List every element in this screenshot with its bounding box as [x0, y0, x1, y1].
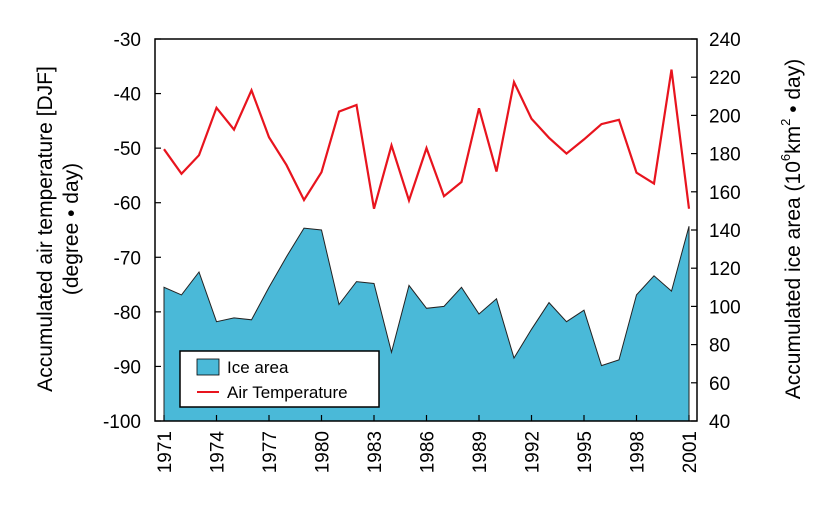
- x-tick-label: 1992: [523, 431, 544, 473]
- right-tick-label: 100: [709, 297, 741, 318]
- left-tick-label: -50: [114, 139, 141, 160]
- left-tick-label: -70: [114, 248, 141, 269]
- right-tick-label: 120: [709, 259, 741, 280]
- left-tick-label: -60: [114, 194, 141, 215]
- right-tick-label: 200: [709, 106, 741, 127]
- right-tick-label: 60: [709, 374, 730, 395]
- x-tick-label: 1971: [155, 431, 176, 473]
- legend-label-air-temperature: Air Temperature: [227, 383, 348, 402]
- right-axis-title-part2: km: [782, 126, 805, 154]
- x-tick-label: 1986: [418, 431, 439, 473]
- legend: Ice area Air Temperature: [179, 350, 380, 408]
- left-tick-label: -80: [114, 303, 141, 324]
- right-tick-label: 180: [709, 145, 741, 166]
- right-tick-label: 80: [709, 336, 730, 357]
- left-tick-label: -100: [103, 412, 141, 433]
- right-tick-label: 240: [709, 30, 741, 51]
- x-tick-label: 1998: [628, 431, 649, 473]
- legend-label-ice-area: Ice area: [227, 358, 289, 377]
- right-tick-label: 220: [709, 68, 741, 89]
- right-axis-title-sup1: 6: [778, 154, 793, 161]
- left-axis-title: Accumulated air temperature [DJF] (degre…: [34, 66, 83, 392]
- right-tick-label: 140: [709, 221, 741, 242]
- x-tick-label: 2001: [680, 431, 701, 473]
- right-axis-title-part3: • day): [782, 59, 805, 119]
- x-tick-label: 1980: [313, 431, 334, 473]
- air-temperature-series: [163, 69, 691, 209]
- right-tick-label: 40: [709, 412, 730, 433]
- left-tick-label: -40: [114, 85, 141, 106]
- right-tick-label: 160: [709, 183, 741, 204]
- left-tick-label: -30: [114, 30, 141, 51]
- right-axis-title-sup2: 2: [778, 119, 793, 126]
- legend-swatch-ice-area: [196, 358, 220, 376]
- x-tick-label: 1983: [365, 431, 386, 473]
- axis-ticks: -30-40-50-60-70-80-90-100240220200180160…: [103, 30, 741, 473]
- left-tick-label: -90: [114, 357, 141, 378]
- left-axis-title-line2: (degree • day): [60, 163, 83, 295]
- x-tick-label: 1995: [575, 431, 596, 473]
- left-axis-title-line1: Accumulated air temperature [DJF]: [34, 66, 57, 392]
- x-tick-label: 1989: [470, 431, 491, 473]
- right-axis-title-part1: Accumulated ice area (10: [782, 161, 805, 399]
- x-tick-label: 1977: [260, 431, 281, 473]
- right-axis-title: Accumulated ice area (106km2 • day): [778, 59, 805, 399]
- air-temperature-line: [163, 69, 691, 209]
- x-tick-label: 1974: [208, 431, 229, 474]
